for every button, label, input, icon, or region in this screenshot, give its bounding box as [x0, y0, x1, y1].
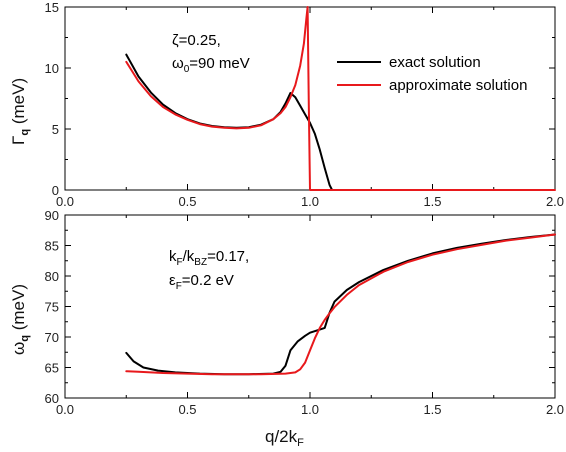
- top-y-tick-label: 5: [52, 122, 59, 137]
- bottom-y-tick-label: 75: [45, 300, 59, 315]
- bottom-y-tick-label: 65: [45, 361, 59, 376]
- top-approximate-solution-line: [125, 6, 556, 191]
- top-x-tick-label: 1.5: [423, 194, 441, 209]
- bottom-y-axis-label: ωq (meV): [9, 284, 31, 355]
- bottom-x-tick-label: 1.0: [301, 402, 319, 417]
- top-x-tick-label: 2.0: [546, 194, 564, 209]
- bottom-series-group: [125, 233, 556, 376]
- bottom-y-tick-label: 85: [45, 239, 59, 254]
- top-y-axis-label: Γq (meV): [9, 78, 31, 145]
- legend-label-approximate: approximate solution: [389, 77, 527, 94]
- bottom-plot-frame: [64, 214, 556, 399]
- bottom-axis-ticks: 0.0 0.5 1.0 1.5 2.0 60 65 70 75 80 85 90: [45, 208, 565, 417]
- x-axis-label: q/2kF: [265, 427, 304, 449]
- bottom-annotation-line1: kF/kBZ=0.17,: [169, 248, 249, 268]
- top-x-tick-label: 0.5: [178, 194, 196, 209]
- top-y-tick-label: 15: [45, 0, 59, 15]
- bottom-x-tick-label: 1.5: [423, 402, 441, 417]
- top-annotation-line1: ζ=0.25,: [172, 32, 221, 49]
- bottom-x-tick-label: 2.0: [546, 402, 564, 417]
- top-exact-solution-line: [125, 53, 334, 191]
- top-annotation-line2: ω0=90 meV: [172, 55, 250, 75]
- top-x-tick-label: 0.0: [56, 194, 74, 209]
- top-y-tick-label: 0: [52, 183, 59, 198]
- top-y-tick-label: 10: [45, 61, 59, 76]
- bottom-y-tick-label: 90: [45, 208, 59, 223]
- bottom-y-tick-label: 80: [45, 269, 59, 284]
- legend-label-exact: exact solution: [389, 54, 481, 71]
- bottom-x-tick-label: 0.0: [56, 402, 74, 417]
- bottom-annotation-line2: εF=0.2 eV: [169, 272, 234, 292]
- bottom-y-tick-label: 60: [45, 391, 59, 406]
- top-series-group: [125, 6, 556, 191]
- top-x-tick-label: 1.0: [301, 194, 319, 209]
- bottom-y-tick-label: 70: [45, 330, 59, 345]
- bottom-series-1-line: [125, 233, 556, 376]
- top-axis-ticks: 0.0 0.5 1.0 1.5 2.0 0 5 10 15: [45, 0, 565, 209]
- bottom-x-tick-label: 0.5: [178, 402, 196, 417]
